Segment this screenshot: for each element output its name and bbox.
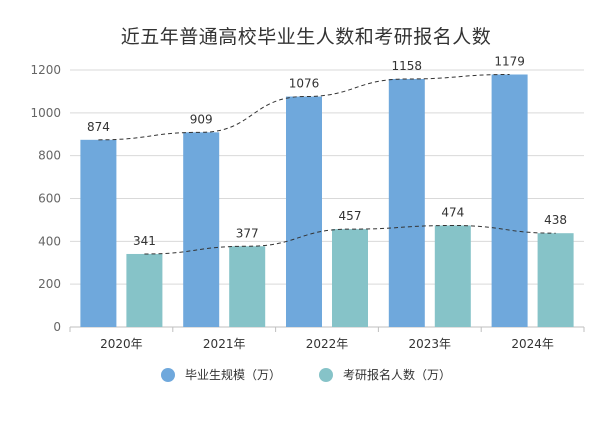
- data-label: 874: [87, 120, 110, 134]
- data-label: 457: [339, 209, 362, 223]
- bar-graduates: [183, 132, 220, 327]
- data-label: 909: [190, 112, 213, 126]
- y-tick-label: 600: [38, 192, 61, 206]
- data-label: 1179: [494, 54, 525, 68]
- y-tick-label: 1200: [30, 63, 61, 77]
- data-label: 1076: [289, 77, 320, 91]
- bar-graduates: [388, 78, 425, 328]
- chart-title: 近五年普通高校毕业生人数和考研报名人数: [120, 26, 492, 48]
- data-label: 438: [544, 213, 567, 227]
- x-tick-label: 2022年: [306, 337, 349, 351]
- legend-item-graduates[interactable]: 毕业生规模（万）: [160, 366, 281, 383]
- data-label: 1158: [392, 59, 423, 73]
- chart-legend: 毕业生规模（万） 考研报名人数（万）: [0, 366, 612, 383]
- legend-item-applicants[interactable]: 考研报名人数（万）: [319, 366, 451, 383]
- legend-swatch-applicants: [319, 367, 333, 382]
- bar-applicants: [229, 246, 266, 327]
- legend-swatch-graduates: [160, 367, 175, 382]
- y-tick-label: 1000: [30, 106, 61, 120]
- y-tick-label: 800: [38, 149, 61, 163]
- data-label: 341: [133, 234, 156, 248]
- bar-applicants: [332, 229, 368, 327]
- bar-applicants: [434, 225, 471, 327]
- data-label: 474: [441, 205, 464, 219]
- legend-label-graduates: 毕业生规模（万）: [184, 368, 281, 382]
- bar-graduates: [491, 74, 528, 327]
- data-label: 377: [236, 226, 259, 240]
- y-tick-label: 0: [53, 320, 61, 334]
- x-tick-label: 2023年: [409, 337, 452, 351]
- trend-line-graduates: [98, 73, 510, 141]
- x-tick-label: 2020年: [100, 337, 143, 351]
- trend-line-applicants: [144, 224, 556, 255]
- bar-graduates: [80, 139, 117, 327]
- x-tick-label: 2021年: [203, 337, 246, 351]
- bar-applicants: [537, 233, 574, 327]
- legend-label-applicants: 考研报名人数（万）: [343, 368, 452, 382]
- bar-graduates: [286, 96, 322, 327]
- y-tick-label: 200: [38, 277, 61, 291]
- bar-applicants: [126, 253, 163, 327]
- y-tick-label: 400: [38, 234, 61, 248]
- x-tick-label: 2024年: [511, 337, 554, 351]
